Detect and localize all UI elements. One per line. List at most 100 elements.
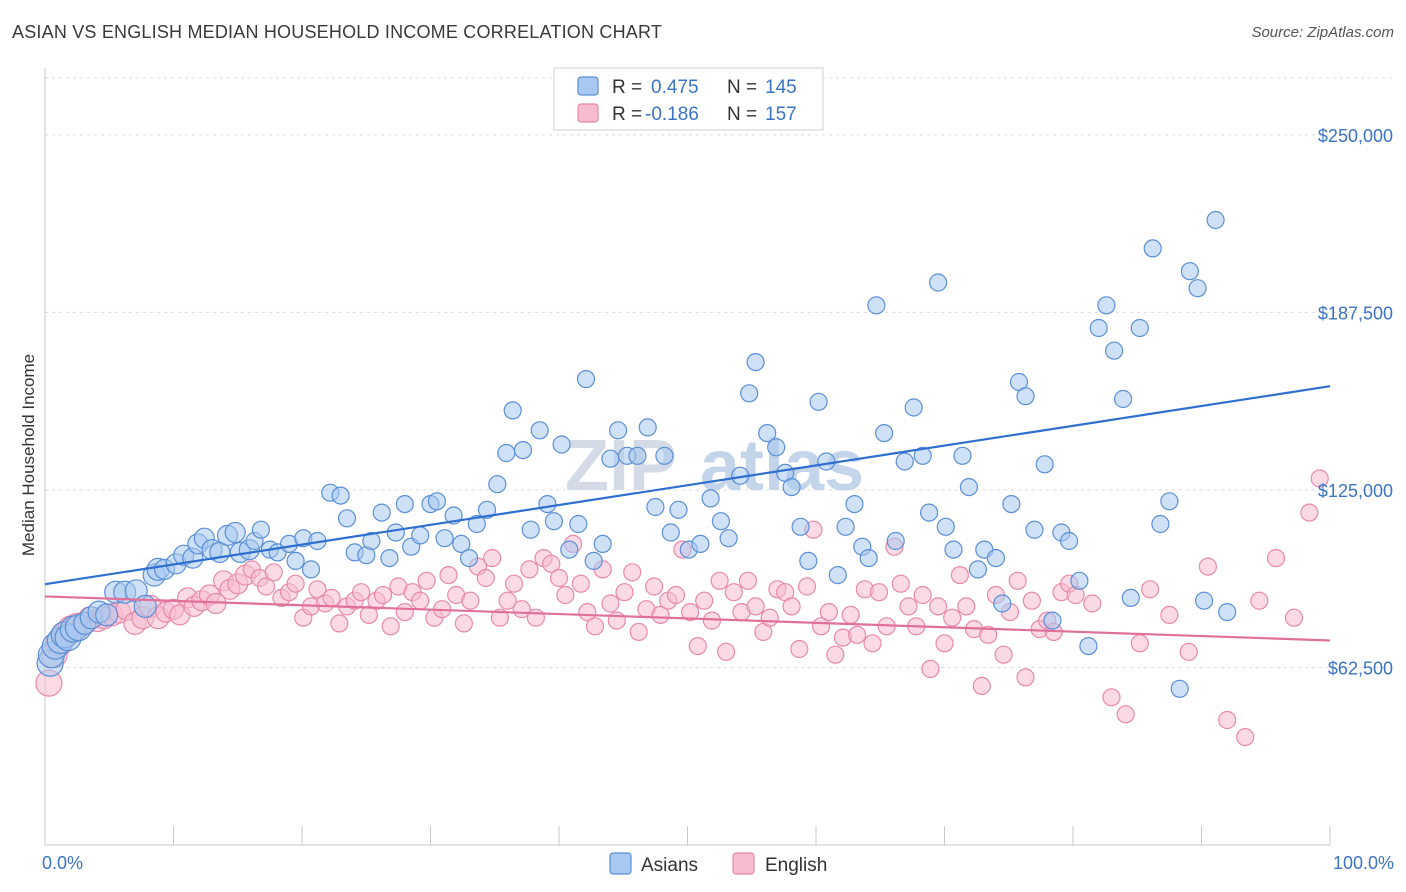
y-tick-label-0: $62,500 [1328, 658, 1393, 678]
y-tick-label-3: $250,000 [1318, 126, 1393, 146]
english-point-149 [1179, 642, 1198, 661]
asians-point-48 [395, 495, 414, 514]
english-point-103 [782, 597, 801, 616]
asians-point-105 [886, 531, 905, 551]
asians-point-74 [608, 421, 628, 440]
english-point-144 [1102, 688, 1121, 707]
x-tick-label-0: 0.0% [42, 853, 83, 873]
asians-point-66 [544, 512, 564, 531]
asians-point-81 [669, 500, 688, 519]
english-point-124 [935, 634, 954, 653]
asians-point-80 [661, 523, 680, 542]
asians-point-108 [913, 446, 932, 465]
asians-point-103 [867, 296, 886, 315]
asians-point-95 [799, 551, 818, 571]
axes [44, 68, 1331, 846]
asians-point-88 [740, 384, 759, 403]
english-point-115 [869, 583, 889, 602]
english-point-109 [826, 645, 845, 664]
english-point-79 [607, 611, 626, 630]
chart-source: Source: ZipAtlas.com [1251, 24, 1394, 41]
asians-point-112 [944, 540, 963, 559]
english-point-65 [504, 574, 524, 593]
bottom-legend-english-swatch [732, 852, 755, 875]
english-point-150 [1198, 557, 1218, 576]
asians-point-68 [560, 540, 579, 559]
asians-point-121 [1016, 387, 1035, 406]
asians-point-119 [1002, 495, 1021, 514]
asians-point-47 [386, 523, 405, 542]
asians-point-60 [497, 443, 516, 463]
trend-lines [44, 385, 1331, 642]
stats-legend-box [553, 67, 824, 131]
legend-asians-n-label: N = [727, 77, 757, 98]
english-point-41 [330, 614, 349, 633]
legend-asians-r-value: 0.475 [651, 77, 699, 98]
asians-point-117 [986, 548, 1006, 568]
asians-point-136 [1151, 514, 1170, 534]
english-point-157 [1310, 469, 1329, 488]
english-point-71 [549, 568, 569, 588]
english-point-52 [411, 591, 430, 610]
asians-point-94 [791, 517, 810, 536]
english-point-111 [841, 605, 860, 625]
y-axis-label: Median Household Income [19, 354, 38, 556]
asians-point-100 [845, 495, 864, 514]
asians-point-50 [411, 526, 430, 545]
series-asians-points [36, 210, 1237, 698]
asians-point-45 [372, 503, 391, 522]
asians-point-126 [1059, 531, 1079, 551]
asians-point-93 [782, 478, 801, 497]
english-point-94 [716, 642, 736, 661]
asians-point-27 [224, 521, 246, 544]
asians-point-64 [530, 421, 549, 440]
english-point-76 [585, 617, 605, 636]
asians-point-134 [1130, 318, 1149, 338]
english-point-32 [264, 563, 283, 582]
asians-point-59 [488, 475, 507, 494]
asians-point-111 [936, 517, 955, 536]
english-point-104 [790, 639, 809, 659]
english-point-75 [578, 602, 597, 622]
english-point-148 [1160, 605, 1179, 625]
asians-point-86 [719, 529, 738, 548]
english-point-121 [913, 585, 932, 605]
asians-point-73 [601, 449, 620, 468]
asians-point-53 [435, 529, 454, 548]
asians-point-106 [895, 452, 914, 471]
english-point-62 [483, 548, 502, 568]
asians-point-109 [919, 503, 939, 522]
english-point-145 [1116, 705, 1135, 724]
asians-point-52 [427, 492, 446, 511]
asians-point-37 [301, 560, 321, 579]
asians-trend-line [44, 385, 1331, 586]
english-point-112 [847, 625, 867, 644]
english-point-70 [542, 554, 561, 573]
english-point-143 [1083, 594, 1102, 613]
asians-point-69 [569, 514, 588, 534]
english-point-72 [556, 585, 575, 605]
english-point-74 [571, 574, 590, 593]
english-trend-line [44, 595, 1331, 642]
english-point-84 [644, 577, 664, 596]
english-point-45 [359, 605, 378, 625]
asians-point-131 [1104, 341, 1124, 360]
asians-point-129 [1089, 318, 1108, 338]
asians-point-85 [711, 512, 731, 531]
asians-point-79 [655, 446, 674, 465]
english-point-56 [439, 565, 458, 585]
english-point-31 [256, 577, 276, 596]
asians-point-90 [758, 424, 777, 443]
asians-point-31 [251, 520, 270, 539]
english-point-80 [615, 583, 634, 602]
english-point-91 [695, 591, 714, 610]
asians-point-98 [828, 565, 847, 585]
asians-point-71 [584, 551, 603, 571]
english-point-53 [417, 571, 436, 590]
asians-point-44 [362, 531, 381, 551]
english-point-48 [381, 617, 400, 636]
asians-point-11 [95, 603, 119, 627]
english-point-97 [738, 571, 758, 590]
asians-point-78 [646, 497, 665, 517]
asians-point-110 [928, 273, 948, 292]
